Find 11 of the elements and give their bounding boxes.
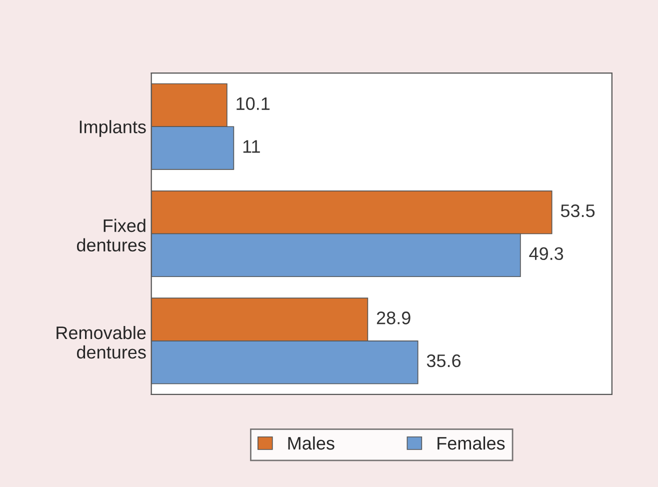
data-label: 35.6 (426, 354, 461, 368)
data-label: 10.1 (236, 97, 270, 110)
data-label: 11 (243, 140, 260, 153)
legend-label: Males (288, 436, 334, 450)
data-label: 28.9 (376, 312, 410, 324)
y-tick-label: Implants (80, 120, 146, 137)
data-label: 49.3 (529, 247, 564, 260)
data-label: 53.5 (560, 204, 595, 218)
y-tick-label: Removable dentures (56, 326, 146, 359)
y-tick-label: Fixed dentures (76, 218, 146, 252)
legend-label: Females (438, 436, 505, 450)
